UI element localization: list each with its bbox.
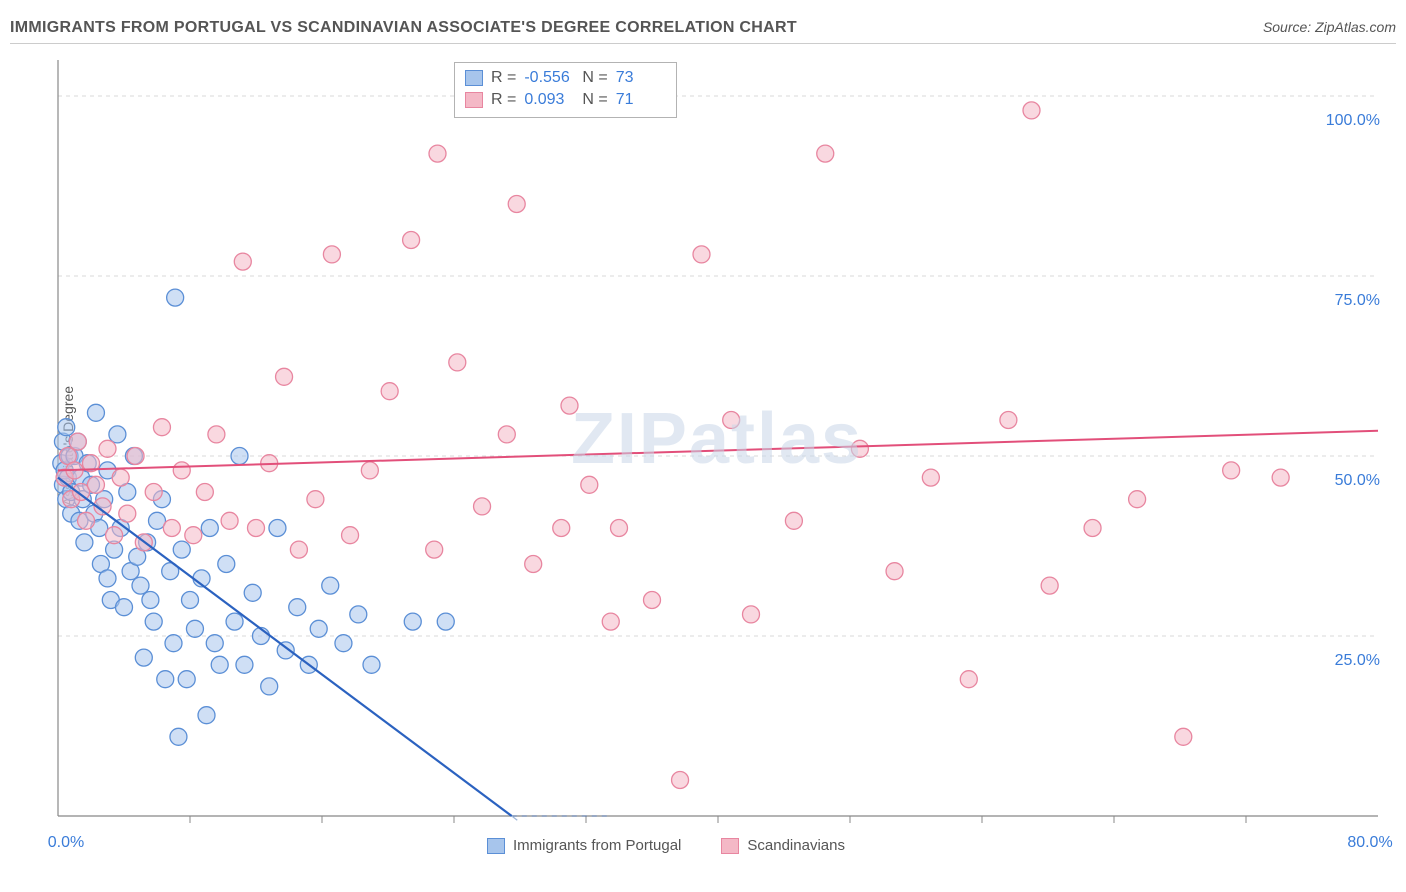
- chart-title: IMMIGRANTS FROM PORTUGAL VS SCANDINAVIAN…: [10, 19, 797, 37]
- y-tick-label: 25.0%: [1335, 652, 1380, 670]
- legend-swatch-portugal-icon: [487, 838, 505, 854]
- source-attribution: Source: ZipAtlas.com: [1263, 19, 1396, 37]
- n-label: N =: [582, 89, 607, 111]
- r-label: R =: [491, 67, 516, 89]
- legend-label-portugal: Immigrants from Portugal: [513, 837, 681, 854]
- y-tick-label: 50.0%: [1335, 472, 1380, 490]
- n-value-scandinavians: 71: [616, 89, 666, 111]
- swatch-portugal-icon: [465, 70, 483, 86]
- legend-item-portugal: Immigrants from Portugal: [487, 837, 681, 854]
- stats-row-scandinavians: R = 0.093 N = 71: [465, 89, 666, 111]
- x-tick-label-min: 0.0%: [48, 834, 84, 852]
- source-name: ZipAtlas.com: [1315, 19, 1396, 35]
- r-value-scandinavians: 0.093: [524, 89, 574, 111]
- stats-row-portugal: R = -0.556 N = 73: [465, 67, 666, 89]
- legend-item-scandinavians: Scandinavians: [721, 837, 845, 854]
- chart-area: ZIPatlas R =-0.556N =73R =0.093N =71 25.…: [48, 54, 1386, 824]
- source-prefix: Source:: [1263, 19, 1315, 35]
- r-value-portugal: -0.556: [524, 67, 574, 89]
- scatter-chart-svg: [48, 54, 1386, 824]
- swatch-scandinavians-icon: [465, 92, 483, 108]
- legend-swatch-scandinavians-icon: [721, 838, 739, 854]
- n-label: N =: [582, 67, 607, 89]
- r-label: R =: [491, 89, 516, 111]
- legend-label-scandinavians: Scandinavians: [747, 837, 845, 854]
- y-tick-label: 75.0%: [1335, 292, 1380, 310]
- n-value-portugal: 73: [616, 67, 666, 89]
- stats-legend-box: R = -0.556 N = 73 R = 0.093 N = 71: [454, 62, 677, 118]
- x-tick-label-max: 80.0%: [1347, 834, 1392, 852]
- y-tick-label: 100.0%: [1326, 112, 1380, 130]
- bottom-legend: Immigrants from Portugal Scandinavians: [487, 837, 845, 854]
